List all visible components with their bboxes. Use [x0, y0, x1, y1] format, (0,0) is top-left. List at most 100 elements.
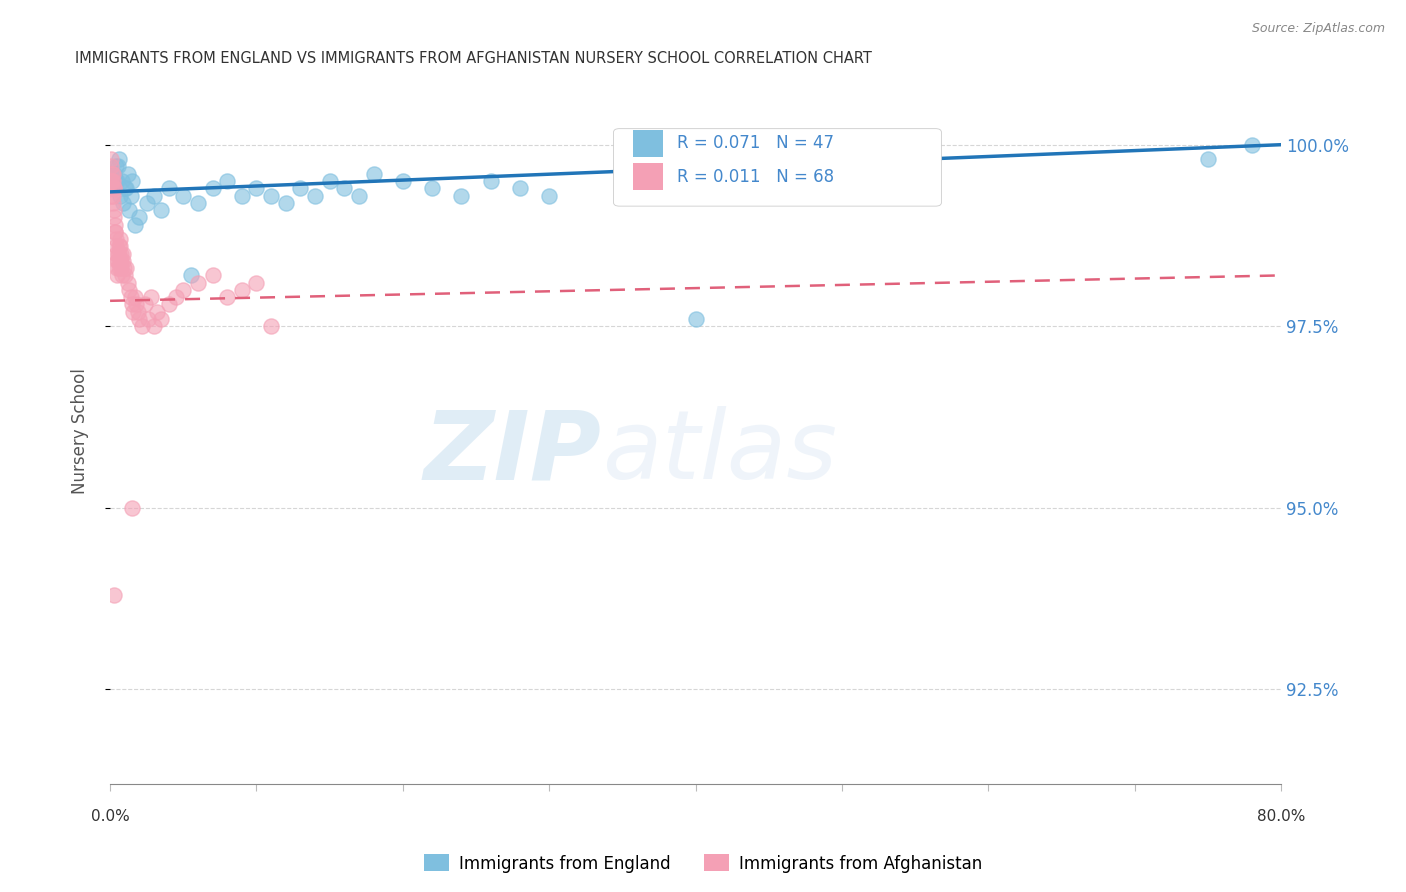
Point — [260, 319, 283, 334]
Point — [110, 188, 132, 202]
Point — [108, 239, 131, 253]
Point — [201, 268, 224, 283]
Text: R = 0.011   N = 68: R = 0.011 N = 68 — [676, 168, 834, 186]
Point — [245, 181, 267, 195]
Point — [101, 167, 124, 181]
Point — [101, 188, 124, 202]
Point — [105, 261, 128, 276]
Point — [290, 181, 312, 195]
Point — [333, 181, 356, 195]
Point — [121, 297, 143, 311]
Point — [120, 188, 142, 202]
Text: Source: ZipAtlas.com: Source: ZipAtlas.com — [1251, 22, 1385, 36]
Point — [107, 253, 129, 268]
Point — [100, 174, 122, 188]
Point — [391, 174, 413, 188]
Legend: Immigrants from England, Immigrants from Afghanistan: Immigrants from England, Immigrants from… — [418, 847, 988, 880]
Text: ZIP: ZIP — [425, 406, 602, 500]
Point — [104, 232, 127, 246]
FancyBboxPatch shape — [613, 128, 942, 206]
Point — [107, 160, 129, 174]
Point — [124, 218, 146, 232]
Y-axis label: Nursery School: Nursery School — [72, 368, 89, 494]
Point — [165, 290, 187, 304]
Point — [157, 181, 180, 195]
Point — [112, 261, 135, 276]
Point — [136, 312, 159, 326]
Point — [104, 225, 127, 239]
Point — [128, 211, 150, 225]
Point — [122, 304, 145, 318]
Point — [157, 297, 180, 311]
Point — [128, 312, 150, 326]
Text: R = 0.071   N = 47: R = 0.071 N = 47 — [676, 135, 834, 153]
Point — [112, 253, 135, 268]
Point — [101, 167, 124, 181]
Point — [180, 268, 202, 283]
Point — [318, 174, 340, 188]
Point — [150, 202, 173, 217]
Point — [111, 174, 134, 188]
Point — [420, 181, 443, 195]
Point — [111, 268, 134, 283]
Point — [509, 181, 531, 195]
Point — [103, 181, 125, 195]
Point — [347, 188, 370, 202]
Point — [108, 253, 131, 268]
Point — [110, 239, 132, 253]
Point — [245, 276, 267, 290]
Text: IMMIGRANTS FROM ENGLAND VS IMMIGRANTS FROM AFGHANISTAN NURSERY SCHOOL CORRELATIO: IMMIGRANTS FROM ENGLAND VS IMMIGRANTS FR… — [75, 51, 872, 66]
Point — [217, 174, 239, 188]
Point — [104, 174, 127, 188]
Point — [124, 290, 146, 304]
Point — [120, 290, 142, 304]
Point — [450, 188, 472, 202]
Point — [134, 297, 156, 311]
Point — [103, 174, 125, 188]
Point — [479, 174, 502, 188]
Point — [107, 246, 129, 260]
Point — [101, 195, 124, 210]
Point — [110, 253, 132, 268]
Point — [118, 283, 141, 297]
Point — [108, 232, 131, 246]
Point — [115, 181, 138, 195]
Point — [103, 588, 125, 602]
Point — [172, 188, 194, 202]
Point — [104, 218, 127, 232]
Point — [538, 188, 561, 202]
Point — [110, 246, 132, 260]
Point — [121, 500, 143, 515]
Point — [135, 195, 157, 210]
Text: 80.0%: 80.0% — [1257, 809, 1305, 824]
Point — [143, 188, 166, 202]
Point — [110, 261, 132, 276]
Point — [139, 290, 162, 304]
Point — [103, 211, 125, 225]
Text: atlas: atlas — [602, 406, 837, 500]
Point — [118, 202, 141, 217]
Point — [105, 253, 128, 268]
Point — [101, 181, 124, 195]
Point — [103, 202, 125, 217]
Point — [1240, 137, 1263, 152]
Point — [150, 312, 173, 326]
Point — [105, 246, 128, 260]
Point — [685, 312, 707, 326]
Point — [100, 160, 122, 174]
Point — [125, 297, 148, 311]
Text: 0.0%: 0.0% — [91, 809, 129, 824]
Point — [143, 319, 166, 334]
Bar — [634, 130, 662, 157]
Point — [231, 188, 253, 202]
Point — [117, 167, 139, 181]
Point — [131, 319, 153, 334]
Point — [260, 188, 283, 202]
Point — [274, 195, 297, 210]
Point — [1197, 152, 1219, 166]
Point — [115, 261, 138, 276]
Point — [117, 276, 139, 290]
Point — [111, 246, 134, 260]
Point — [103, 167, 125, 181]
Point — [104, 160, 127, 174]
